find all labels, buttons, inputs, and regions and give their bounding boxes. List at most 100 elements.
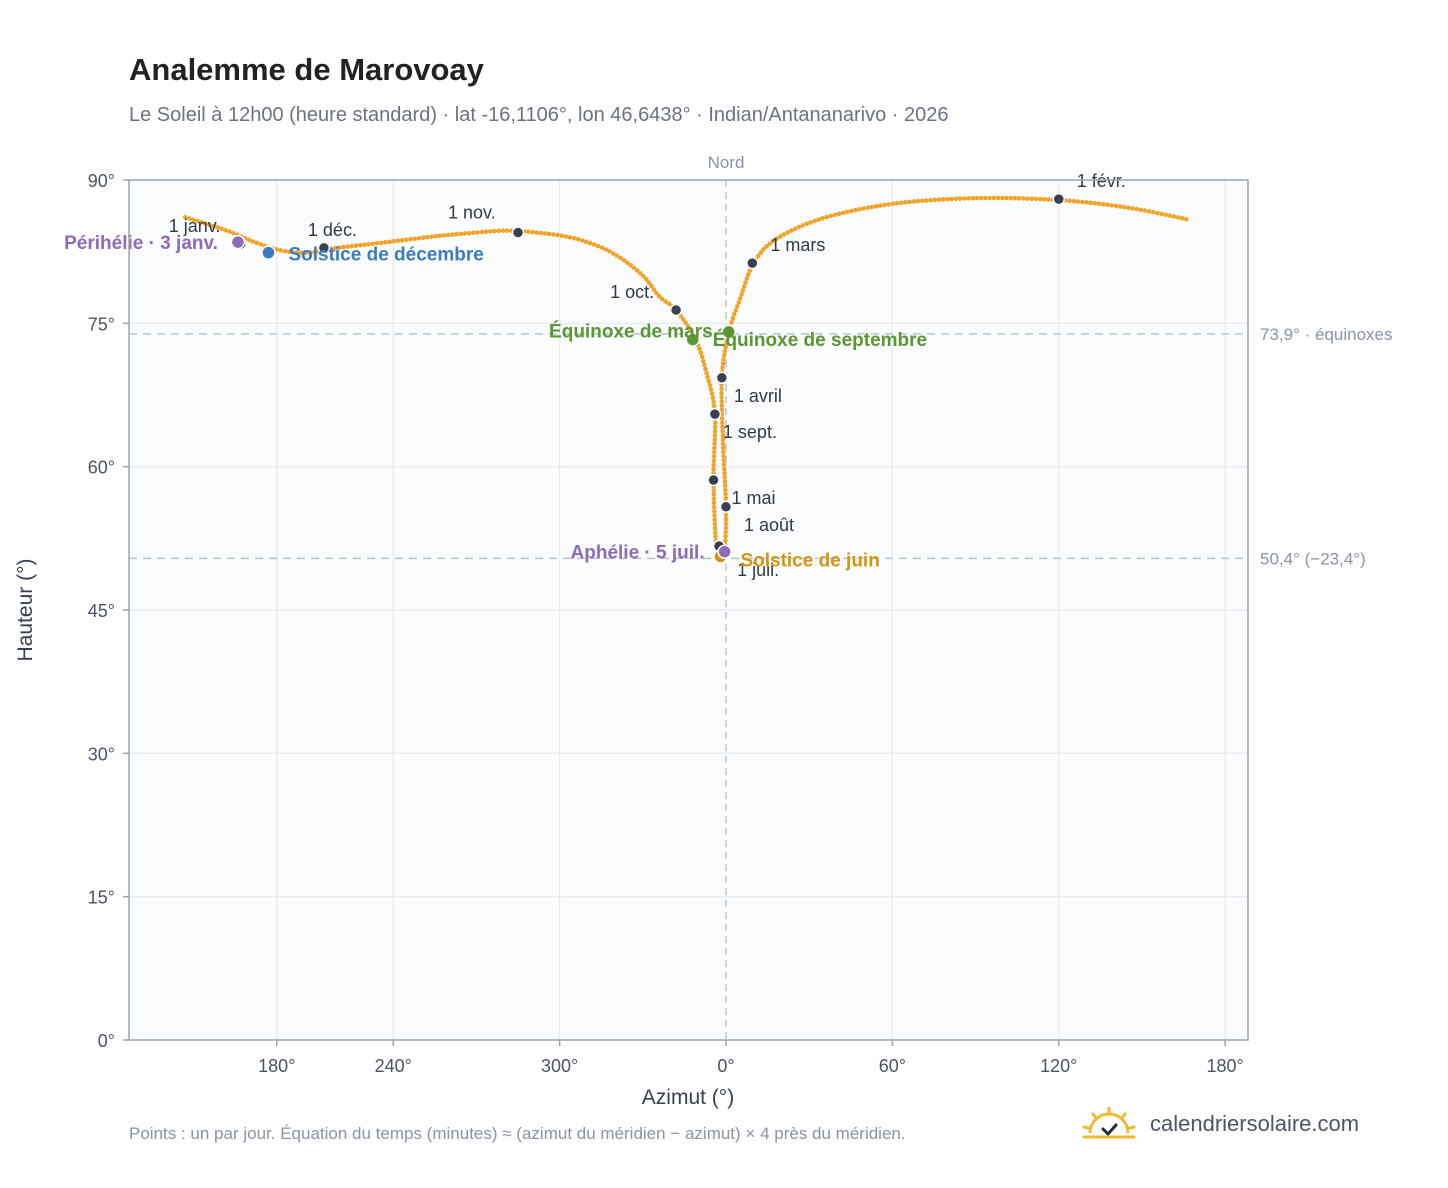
x-tick-label: 120° — [1040, 1056, 1077, 1076]
daily-point — [1080, 199, 1085, 205]
daily-point — [907, 199, 912, 205]
daily-point — [707, 383, 713, 388]
y-tick-label: 75° — [88, 314, 115, 334]
daily-point — [1134, 206, 1139, 212]
daily-point — [488, 229, 493, 234]
daily-point — [641, 274, 646, 279]
daily-point — [720, 445, 726, 451]
daily-point — [882, 202, 887, 208]
daily-point — [291, 250, 296, 255]
daily-point — [1146, 209, 1152, 214]
daily-point — [1113, 203, 1119, 209]
daily-point — [1155, 210, 1160, 216]
daily-point — [1008, 195, 1013, 201]
daily-point — [614, 253, 620, 258]
daily-point — [713, 534, 718, 539]
x-axis-ticks: 180° 240° 300° 0° 60° 120° 180° — [258, 1040, 1244, 1076]
daily-point — [254, 240, 259, 246]
daily-point — [710, 395, 716, 400]
daily-point — [383, 240, 388, 245]
daily-point — [654, 290, 659, 296]
daily-point — [611, 251, 616, 256]
event-label: Périhélie · 3 janv. — [64, 233, 218, 254]
daily-point — [719, 390, 724, 396]
y-tick-label: 45° — [88, 601, 115, 621]
daily-point — [711, 462, 716, 468]
daily-point — [349, 243, 355, 249]
daily-point — [603, 247, 609, 252]
daily-point — [433, 234, 438, 239]
daily-point — [836, 211, 842, 217]
daily-point — [211, 223, 216, 229]
daily-point — [789, 228, 794, 233]
daily-point — [628, 263, 633, 268]
daily-point — [711, 450, 717, 455]
daily-point — [722, 483, 728, 489]
brand[interactable]: calendriersolaire.com — [1082, 1104, 1359, 1144]
daily-point — [706, 378, 712, 384]
daily-point — [720, 361, 726, 366]
daily-point — [711, 500, 717, 506]
north-label: Nord — [708, 153, 745, 172]
daily-point — [219, 226, 224, 232]
daily-point — [471, 230, 476, 236]
daily-point — [722, 348, 728, 354]
daily-point — [849, 208, 854, 214]
daily-point — [666, 301, 672, 307]
daily-point — [711, 403, 717, 409]
daily-point — [687, 327, 693, 333]
daily-point — [737, 296, 743, 301]
daily-point — [391, 239, 397, 244]
daily-point — [781, 232, 787, 237]
daily-point — [853, 207, 858, 213]
daily-point — [712, 420, 718, 426]
y-tick-label: 90° — [88, 171, 115, 191]
event-markers: Solstice de décembre Solstice de juin Équi… — [64, 233, 927, 571]
daily-point — [299, 250, 305, 256]
daily-point — [1171, 214, 1177, 219]
daily-point — [898, 200, 904, 206]
daily-point — [195, 218, 200, 224]
daily-point — [1105, 202, 1110, 208]
daily-point — [599, 245, 605, 251]
daily-point — [274, 247, 280, 252]
daily-point — [420, 235, 426, 240]
daily-point — [723, 344, 728, 350]
daily-point — [970, 195, 976, 201]
daily-point — [697, 346, 702, 352]
daily-point — [840, 210, 846, 216]
daily-point — [723, 521, 729, 526]
daily-point — [808, 220, 813, 225]
daily-point — [713, 530, 718, 535]
daily-point — [712, 513, 717, 518]
x-tick-label: 240° — [375, 1056, 412, 1076]
daily-point — [227, 229, 232, 234]
daily-point — [764, 244, 769, 249]
daily-point — [720, 432, 726, 438]
daily-point — [712, 521, 718, 527]
daily-point — [873, 204, 879, 209]
daily-point — [720, 441, 726, 447]
daily-point — [721, 462, 727, 468]
daily-point — [579, 238, 585, 243]
month-label: 1 avril — [734, 386, 782, 406]
daily-point — [729, 320, 734, 325]
daily-point — [231, 230, 236, 236]
daily-point — [223, 227, 228, 233]
daily-point — [583, 239, 589, 244]
y-tick-label: 30° — [88, 744, 115, 764]
daily-point — [744, 276, 750, 281]
daily-point — [719, 416, 725, 421]
daily-point — [705, 374, 710, 380]
daily-point — [399, 238, 405, 243]
daily-point — [303, 250, 309, 256]
daily-point — [722, 475, 727, 480]
daily-point — [723, 529, 729, 535]
daily-point — [995, 195, 1001, 201]
daily-point — [659, 296, 665, 302]
daily-point — [804, 221, 810, 227]
daily-point — [741, 284, 747, 289]
daily-point — [722, 470, 727, 476]
daily-point — [712, 433, 718, 438]
